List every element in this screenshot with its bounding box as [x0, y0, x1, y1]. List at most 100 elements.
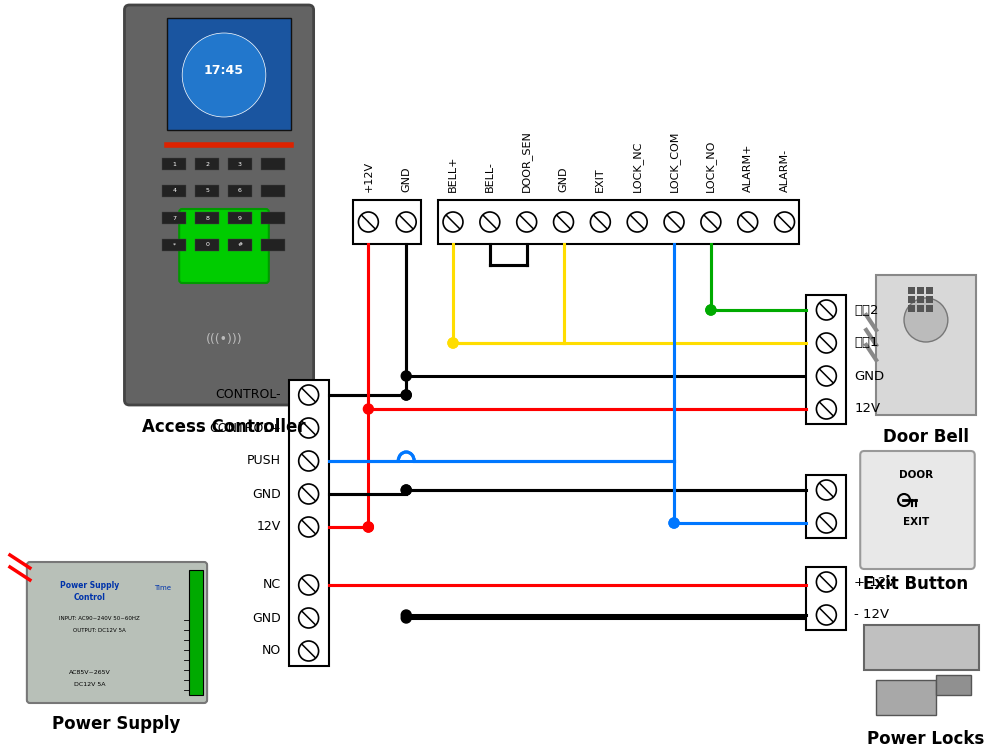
Text: NO: NO [262, 645, 281, 658]
Circle shape [299, 517, 319, 537]
Circle shape [299, 575, 319, 595]
Text: 17:45: 17:45 [204, 63, 244, 76]
Text: (((•))): (((•))) [206, 334, 242, 347]
Text: LOCK_COM: LOCK_COM [669, 131, 679, 192]
Text: 6: 6 [238, 189, 242, 193]
FancyBboxPatch shape [27, 562, 207, 703]
Circle shape [299, 418, 319, 438]
Text: Exit Button: Exit Button [863, 575, 969, 593]
Text: 7: 7 [172, 215, 176, 220]
Circle shape [401, 485, 411, 495]
Circle shape [627, 212, 647, 232]
Text: #: # [237, 242, 243, 248]
Circle shape [299, 385, 319, 405]
Circle shape [669, 518, 679, 528]
Text: CONTROL-: CONTROL- [215, 389, 281, 402]
Circle shape [738, 212, 758, 232]
Text: LOCK_NC: LOCK_NC [632, 140, 643, 192]
Bar [806, 475, 846, 538]
Circle shape [401, 371, 411, 381]
Text: 3: 3 [238, 162, 242, 167]
Text: GND: GND [559, 167, 569, 192]
Bar [189, 570, 203, 695]
Circle shape [816, 333, 836, 353]
Text: 4: 4 [172, 189, 176, 193]
Text: 1: 1 [172, 162, 176, 167]
Bar [167, 18, 291, 130]
Circle shape [480, 212, 500, 232]
Circle shape [816, 605, 836, 625]
Circle shape [363, 522, 373, 532]
Text: EXIT: EXIT [903, 517, 929, 527]
Text: 信号1: 信号1 [854, 337, 879, 350]
Bar [261, 158, 285, 170]
Circle shape [401, 485, 411, 495]
Circle shape [358, 212, 378, 232]
Bar [228, 212, 252, 224]
Bar [162, 158, 186, 170]
Bar [864, 625, 979, 670]
Bar [926, 305, 933, 312]
Text: INPUT: AC90~240V 50~60HZ: INPUT: AC90~240V 50~60HZ [59, 615, 140, 621]
Text: *: * [173, 242, 176, 248]
Bar [162, 212, 186, 224]
Circle shape [401, 613, 411, 623]
Circle shape [299, 451, 319, 471]
Bar [876, 275, 976, 415]
Text: BELL+: BELL+ [448, 156, 458, 192]
Circle shape [299, 641, 319, 661]
Text: - 12V: - 12V [854, 609, 889, 621]
Circle shape [554, 212, 573, 232]
Text: DOOR_SEN: DOOR_SEN [521, 130, 532, 192]
Bar [228, 158, 252, 170]
Text: +12V: +12V [363, 161, 373, 192]
Bar [806, 567, 846, 630]
Text: Time: Time [154, 585, 171, 591]
Circle shape [816, 572, 836, 592]
Text: + 12V: + 12V [854, 575, 896, 588]
Bar [195, 158, 219, 170]
Bar [936, 675, 971, 695]
Bar [261, 212, 285, 224]
Text: OUTPUT: DC12V 5A: OUTPUT: DC12V 5A [73, 627, 126, 633]
Circle shape [182, 33, 266, 117]
Text: GND: GND [252, 612, 281, 624]
Text: DC12V 5A: DC12V 5A [74, 682, 105, 686]
Circle shape [299, 608, 319, 628]
Text: GND: GND [854, 369, 884, 383]
Circle shape [443, 212, 463, 232]
Text: GND: GND [401, 167, 411, 192]
Text: CONTROL+: CONTROL+ [209, 421, 281, 434]
Bar [162, 239, 186, 251]
Circle shape [363, 522, 373, 532]
Circle shape [706, 305, 716, 315]
Bar [917, 305, 924, 312]
Text: 2: 2 [205, 162, 209, 167]
Text: PUSH: PUSH [247, 455, 281, 467]
Bar [289, 380, 329, 666]
FancyBboxPatch shape [860, 451, 975, 569]
Text: NC: NC [263, 578, 281, 591]
Circle shape [904, 298, 948, 342]
Circle shape [401, 610, 411, 620]
Circle shape [701, 212, 721, 232]
Circle shape [706, 305, 716, 315]
Circle shape [299, 484, 319, 504]
Bar [926, 296, 933, 303]
Text: Power Supply: Power Supply [52, 715, 181, 733]
FancyBboxPatch shape [124, 5, 314, 405]
Bar [806, 295, 846, 424]
Bar [926, 287, 933, 294]
Bar [438, 200, 799, 244]
Bar [908, 287, 915, 294]
Bar [353, 200, 421, 244]
Circle shape [775, 212, 795, 232]
Circle shape [816, 366, 836, 386]
Bar [195, 185, 219, 197]
Bar [917, 287, 924, 294]
Circle shape [664, 212, 684, 232]
Text: ALARM-: ALARM- [780, 149, 790, 192]
Text: GND: GND [252, 488, 281, 501]
Circle shape [816, 300, 836, 320]
Text: DOOR: DOOR [899, 470, 933, 480]
